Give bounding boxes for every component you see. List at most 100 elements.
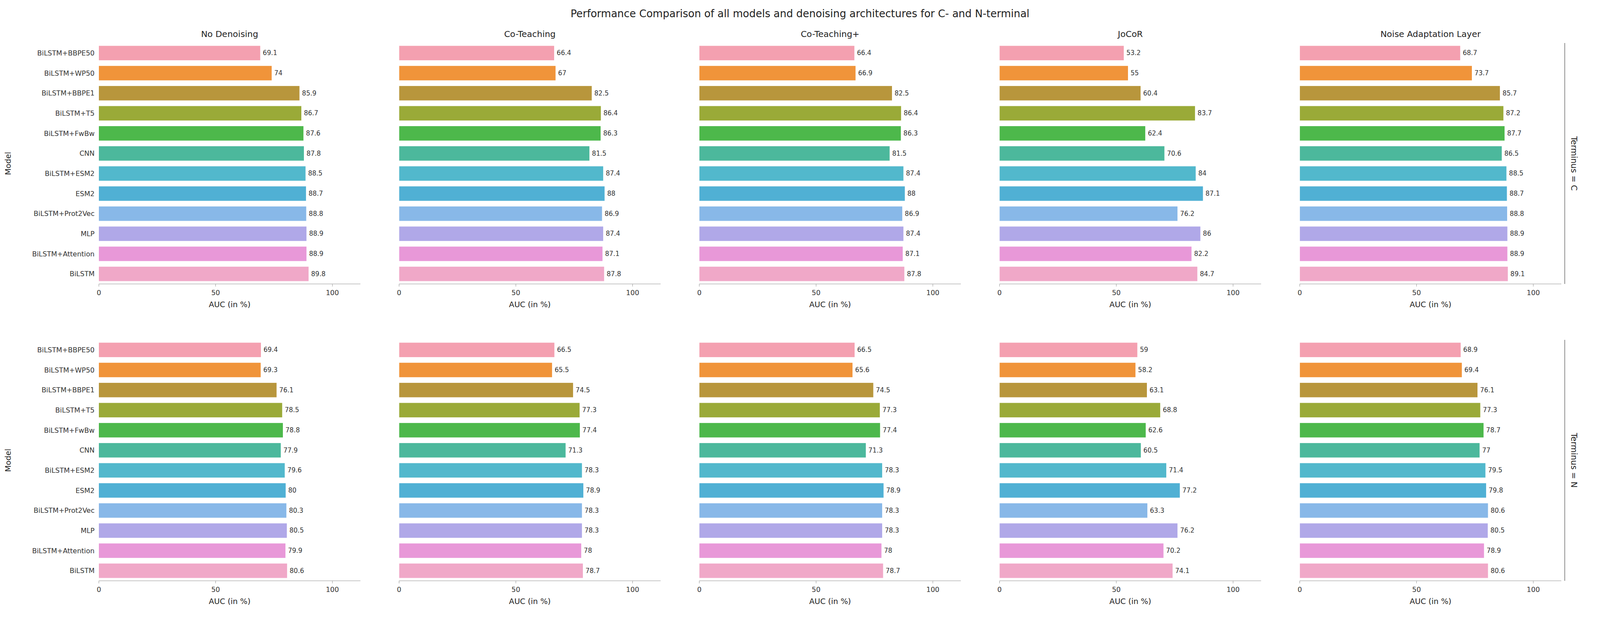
panel: 69.469.376.178.578.877.979.68080.380.579… [3,342,361,606]
bar [699,362,853,378]
row-divider [1564,339,1566,581]
x-tick-label: 50 [511,288,521,297]
bar [999,65,1128,81]
panel: 53.25560.483.762.470.68487.176.28682.284… [997,28,1261,309]
data-label: 60.4 [1143,89,1158,98]
bar [1299,186,1508,201]
y-tick-label: BiLSTM [69,269,95,278]
data-label: 86.5 [1504,149,1519,158]
data-label: 86.4 [903,109,918,117]
data-label: 66.9 [858,69,873,77]
x-axis-line [699,283,961,285]
bar [999,502,1148,518]
x-tick [332,283,333,287]
bar [98,502,287,518]
x-axis-line [699,580,961,581]
bars [699,45,905,282]
bar [398,45,555,61]
panel: 66.565.674.577.377.471.378.378.978.378.3… [697,342,961,606]
bar [98,45,261,61]
data-label: 77.3 [582,405,597,414]
x-axis-label: AUC (in %) [508,299,551,309]
bar [1299,482,1487,498]
bar [98,462,285,478]
bar [1299,125,1505,141]
y-tick-label: BiLSTM+FwBw [43,426,95,435]
y-tick-label: BiLSTM+ESM2 [44,465,95,475]
x-tick [215,283,216,287]
data-label: 88.7 [308,189,323,198]
data-label: 88 [907,189,916,198]
data-label: 87.8 [306,149,321,158]
panel-title: Co-Teaching [504,28,556,40]
data-label: 74.5 [875,386,890,394]
x-tick [398,580,400,583]
data-label: 80.5 [289,526,304,534]
data-label: 78.9 [885,486,901,494]
bar [98,226,307,242]
data-label: 68.8 [1162,405,1178,414]
bar [699,462,883,478]
bar [398,226,604,242]
y-tick-label: BiLSTM+FwBw [43,129,95,138]
data-label: 76.1 [278,386,294,394]
data-label: 81.5 [892,149,907,158]
x-tick-label: 0 [96,288,102,297]
bar [98,342,261,358]
bar [699,542,882,558]
data-label: 78.9 [585,486,601,494]
x-tick-label: 0 [396,585,402,594]
data-label: 80.6 [1490,566,1505,575]
bar [1299,226,1508,242]
bar [999,402,1161,418]
data-label: 60.5 [1143,446,1158,454]
data-label: 62.6 [1148,426,1163,434]
bar [999,362,1136,378]
data-label: 78.3 [584,506,599,515]
x-tick [1115,580,1117,583]
panel: 66.46782.586.486.381.587.48886.987.487.1… [396,28,661,309]
x-tick-label: 100 [625,288,640,297]
bar [999,542,1164,558]
y-tick-label: BiLSTM+Attention [32,546,95,555]
x-tick [1232,283,1234,287]
bar [398,523,582,538]
data-label: 69.4 [1464,365,1479,374]
x-tick [698,283,700,287]
x-tick [999,283,1000,287]
data-label: 76.2 [1180,526,1195,534]
bar [999,422,1146,438]
bar [98,422,283,438]
data-label: 71.3 [868,446,883,454]
bar [98,246,307,261]
bar [398,125,601,141]
data-label: 78.3 [884,506,899,515]
bar [98,382,277,398]
data-label: 89.1 [1510,269,1525,278]
data-label: 78.3 [884,465,899,474]
bar [699,523,883,538]
x-tick-label: 0 [1297,585,1303,594]
data-label: 87.4 [605,169,620,178]
main-title: Performance Comparison of all models and… [570,7,1030,20]
y-tick-label: ESM2 [75,486,95,495]
x-tick-label: 100 [1526,288,1541,297]
bars [999,342,1180,578]
bar [699,146,890,161]
bar [999,226,1201,242]
y-tick-label: BiLSTM+Attention [32,249,95,258]
data-label: 87.8 [907,269,922,278]
bar [999,85,1141,101]
bar [699,65,856,81]
bar [1299,382,1478,398]
bar [98,482,286,498]
data-label: 83.7 [1197,109,1212,117]
x-tick [1532,580,1534,583]
x-tick [1299,283,1300,287]
panel: 66.565.574.577.377.471.378.378.978.378.3… [396,342,661,606]
y-tick-label: BiLSTM+BBPE50 [36,345,95,354]
bar [98,146,304,161]
data-label: 86.3 [603,129,618,138]
data-label: 77.3 [882,405,897,414]
y-tick-label: BiLSTM+WP50 [44,69,95,78]
